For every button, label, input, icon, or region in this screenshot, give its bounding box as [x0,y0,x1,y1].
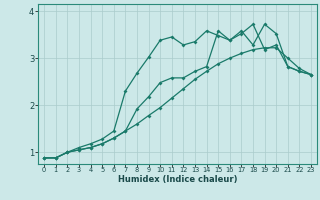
X-axis label: Humidex (Indice chaleur): Humidex (Indice chaleur) [118,175,237,184]
